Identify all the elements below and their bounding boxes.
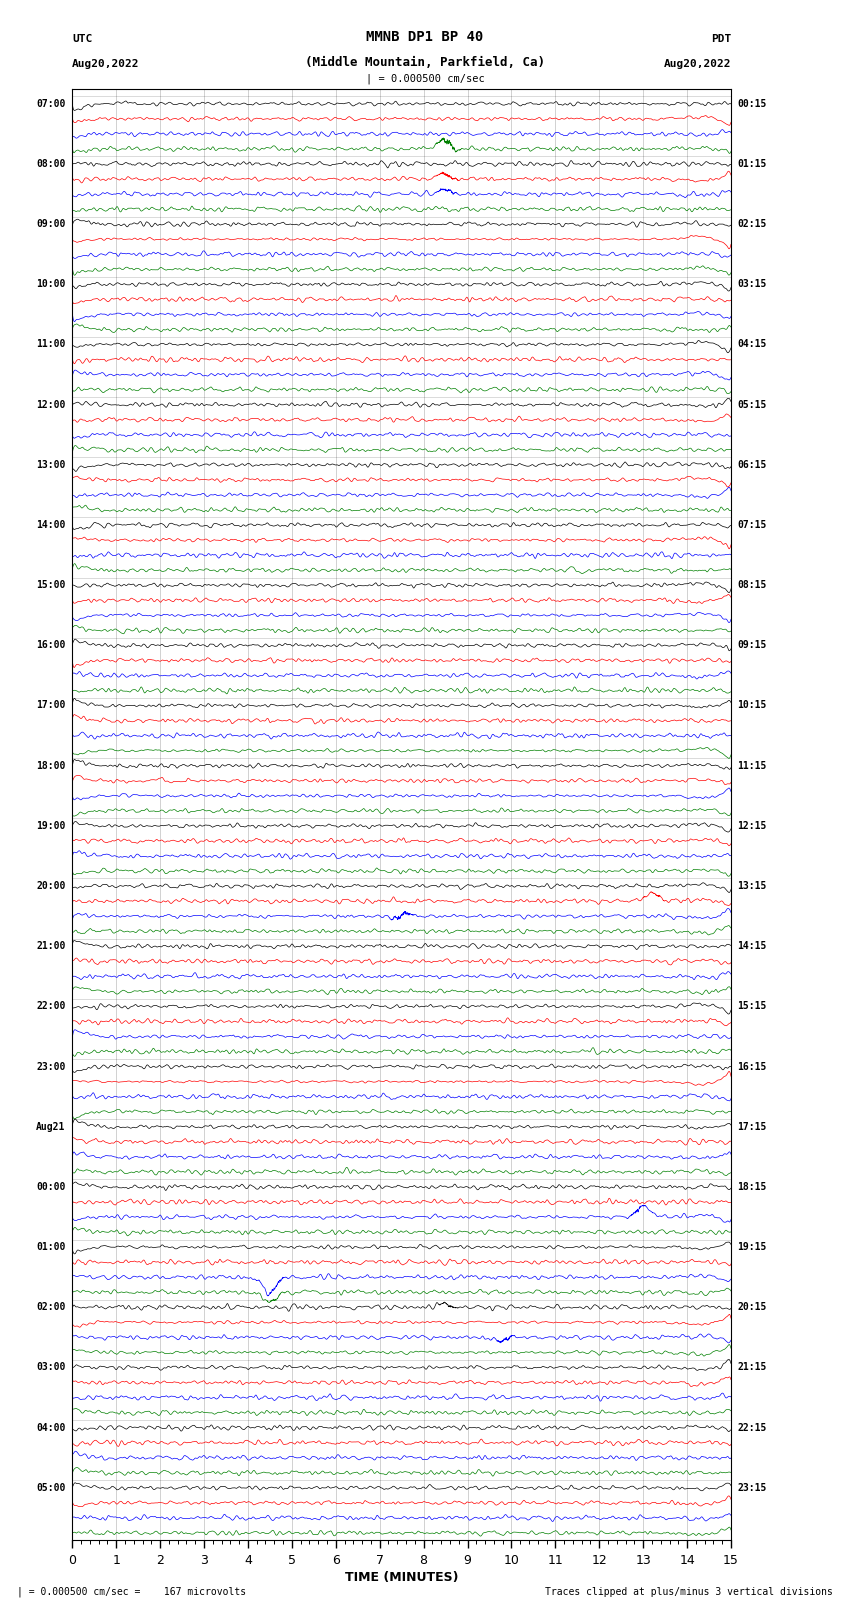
Text: | = 0.000500 cm/sec: | = 0.000500 cm/sec (366, 73, 484, 84)
Text: 04:15: 04:15 (738, 339, 767, 350)
Text: 13:00: 13:00 (37, 460, 65, 469)
Text: 21:15: 21:15 (738, 1363, 767, 1373)
Text: MMNB DP1 BP 40: MMNB DP1 BP 40 (366, 29, 484, 44)
Text: 17:00: 17:00 (37, 700, 65, 710)
Text: Aug21: Aug21 (37, 1121, 65, 1132)
Text: 08:00: 08:00 (37, 160, 65, 169)
Text: 04:00: 04:00 (37, 1423, 65, 1432)
Text: 07:00: 07:00 (37, 98, 65, 108)
Text: 00:00: 00:00 (37, 1182, 65, 1192)
Text: 00:15: 00:15 (738, 98, 767, 108)
Text: 20:00: 20:00 (37, 881, 65, 890)
Text: 16:15: 16:15 (738, 1061, 767, 1071)
Text: 13:15: 13:15 (738, 881, 767, 890)
Text: 02:00: 02:00 (37, 1302, 65, 1313)
Text: 22:15: 22:15 (738, 1423, 767, 1432)
Text: UTC: UTC (72, 34, 93, 44)
Text: 01:00: 01:00 (37, 1242, 65, 1252)
Text: 17:15: 17:15 (738, 1121, 767, 1132)
Text: 09:00: 09:00 (37, 219, 65, 229)
Text: 12:00: 12:00 (37, 400, 65, 410)
Text: 05:00: 05:00 (37, 1482, 65, 1492)
Text: 05:15: 05:15 (738, 400, 767, 410)
Text: 03:15: 03:15 (738, 279, 767, 289)
Text: 19:15: 19:15 (738, 1242, 767, 1252)
Text: 16:00: 16:00 (37, 640, 65, 650)
Text: 11:15: 11:15 (738, 761, 767, 771)
Text: 03:00: 03:00 (37, 1363, 65, 1373)
Text: 01:15: 01:15 (738, 160, 767, 169)
Text: 18:15: 18:15 (738, 1182, 767, 1192)
Text: Aug20,2022: Aug20,2022 (664, 60, 731, 69)
Text: 06:15: 06:15 (738, 460, 767, 469)
Text: 15:15: 15:15 (738, 1002, 767, 1011)
Text: PDT: PDT (711, 34, 731, 44)
Text: Aug20,2022: Aug20,2022 (72, 60, 139, 69)
Text: (Middle Mountain, Parkfield, Ca): (Middle Mountain, Parkfield, Ca) (305, 56, 545, 69)
Text: 10:15: 10:15 (738, 700, 767, 710)
Text: | = 0.000500 cm/sec =    167 microvolts: | = 0.000500 cm/sec = 167 microvolts (17, 1586, 246, 1597)
Text: 23:00: 23:00 (37, 1061, 65, 1071)
Text: 15:00: 15:00 (37, 581, 65, 590)
Text: 20:15: 20:15 (738, 1302, 767, 1313)
Text: Traces clipped at plus/minus 3 vertical divisions: Traces clipped at plus/minus 3 vertical … (545, 1587, 833, 1597)
Text: 18:00: 18:00 (37, 761, 65, 771)
Text: 22:00: 22:00 (37, 1002, 65, 1011)
Text: 21:00: 21:00 (37, 942, 65, 952)
Text: 12:15: 12:15 (738, 821, 767, 831)
Text: 14:15: 14:15 (738, 942, 767, 952)
Text: 02:15: 02:15 (738, 219, 767, 229)
Text: 09:15: 09:15 (738, 640, 767, 650)
Text: 11:00: 11:00 (37, 339, 65, 350)
Text: 07:15: 07:15 (738, 519, 767, 531)
Text: 08:15: 08:15 (738, 581, 767, 590)
Text: 19:00: 19:00 (37, 821, 65, 831)
Text: 23:15: 23:15 (738, 1482, 767, 1492)
Text: 14:00: 14:00 (37, 519, 65, 531)
Text: 10:00: 10:00 (37, 279, 65, 289)
X-axis label: TIME (MINUTES): TIME (MINUTES) (345, 1571, 458, 1584)
